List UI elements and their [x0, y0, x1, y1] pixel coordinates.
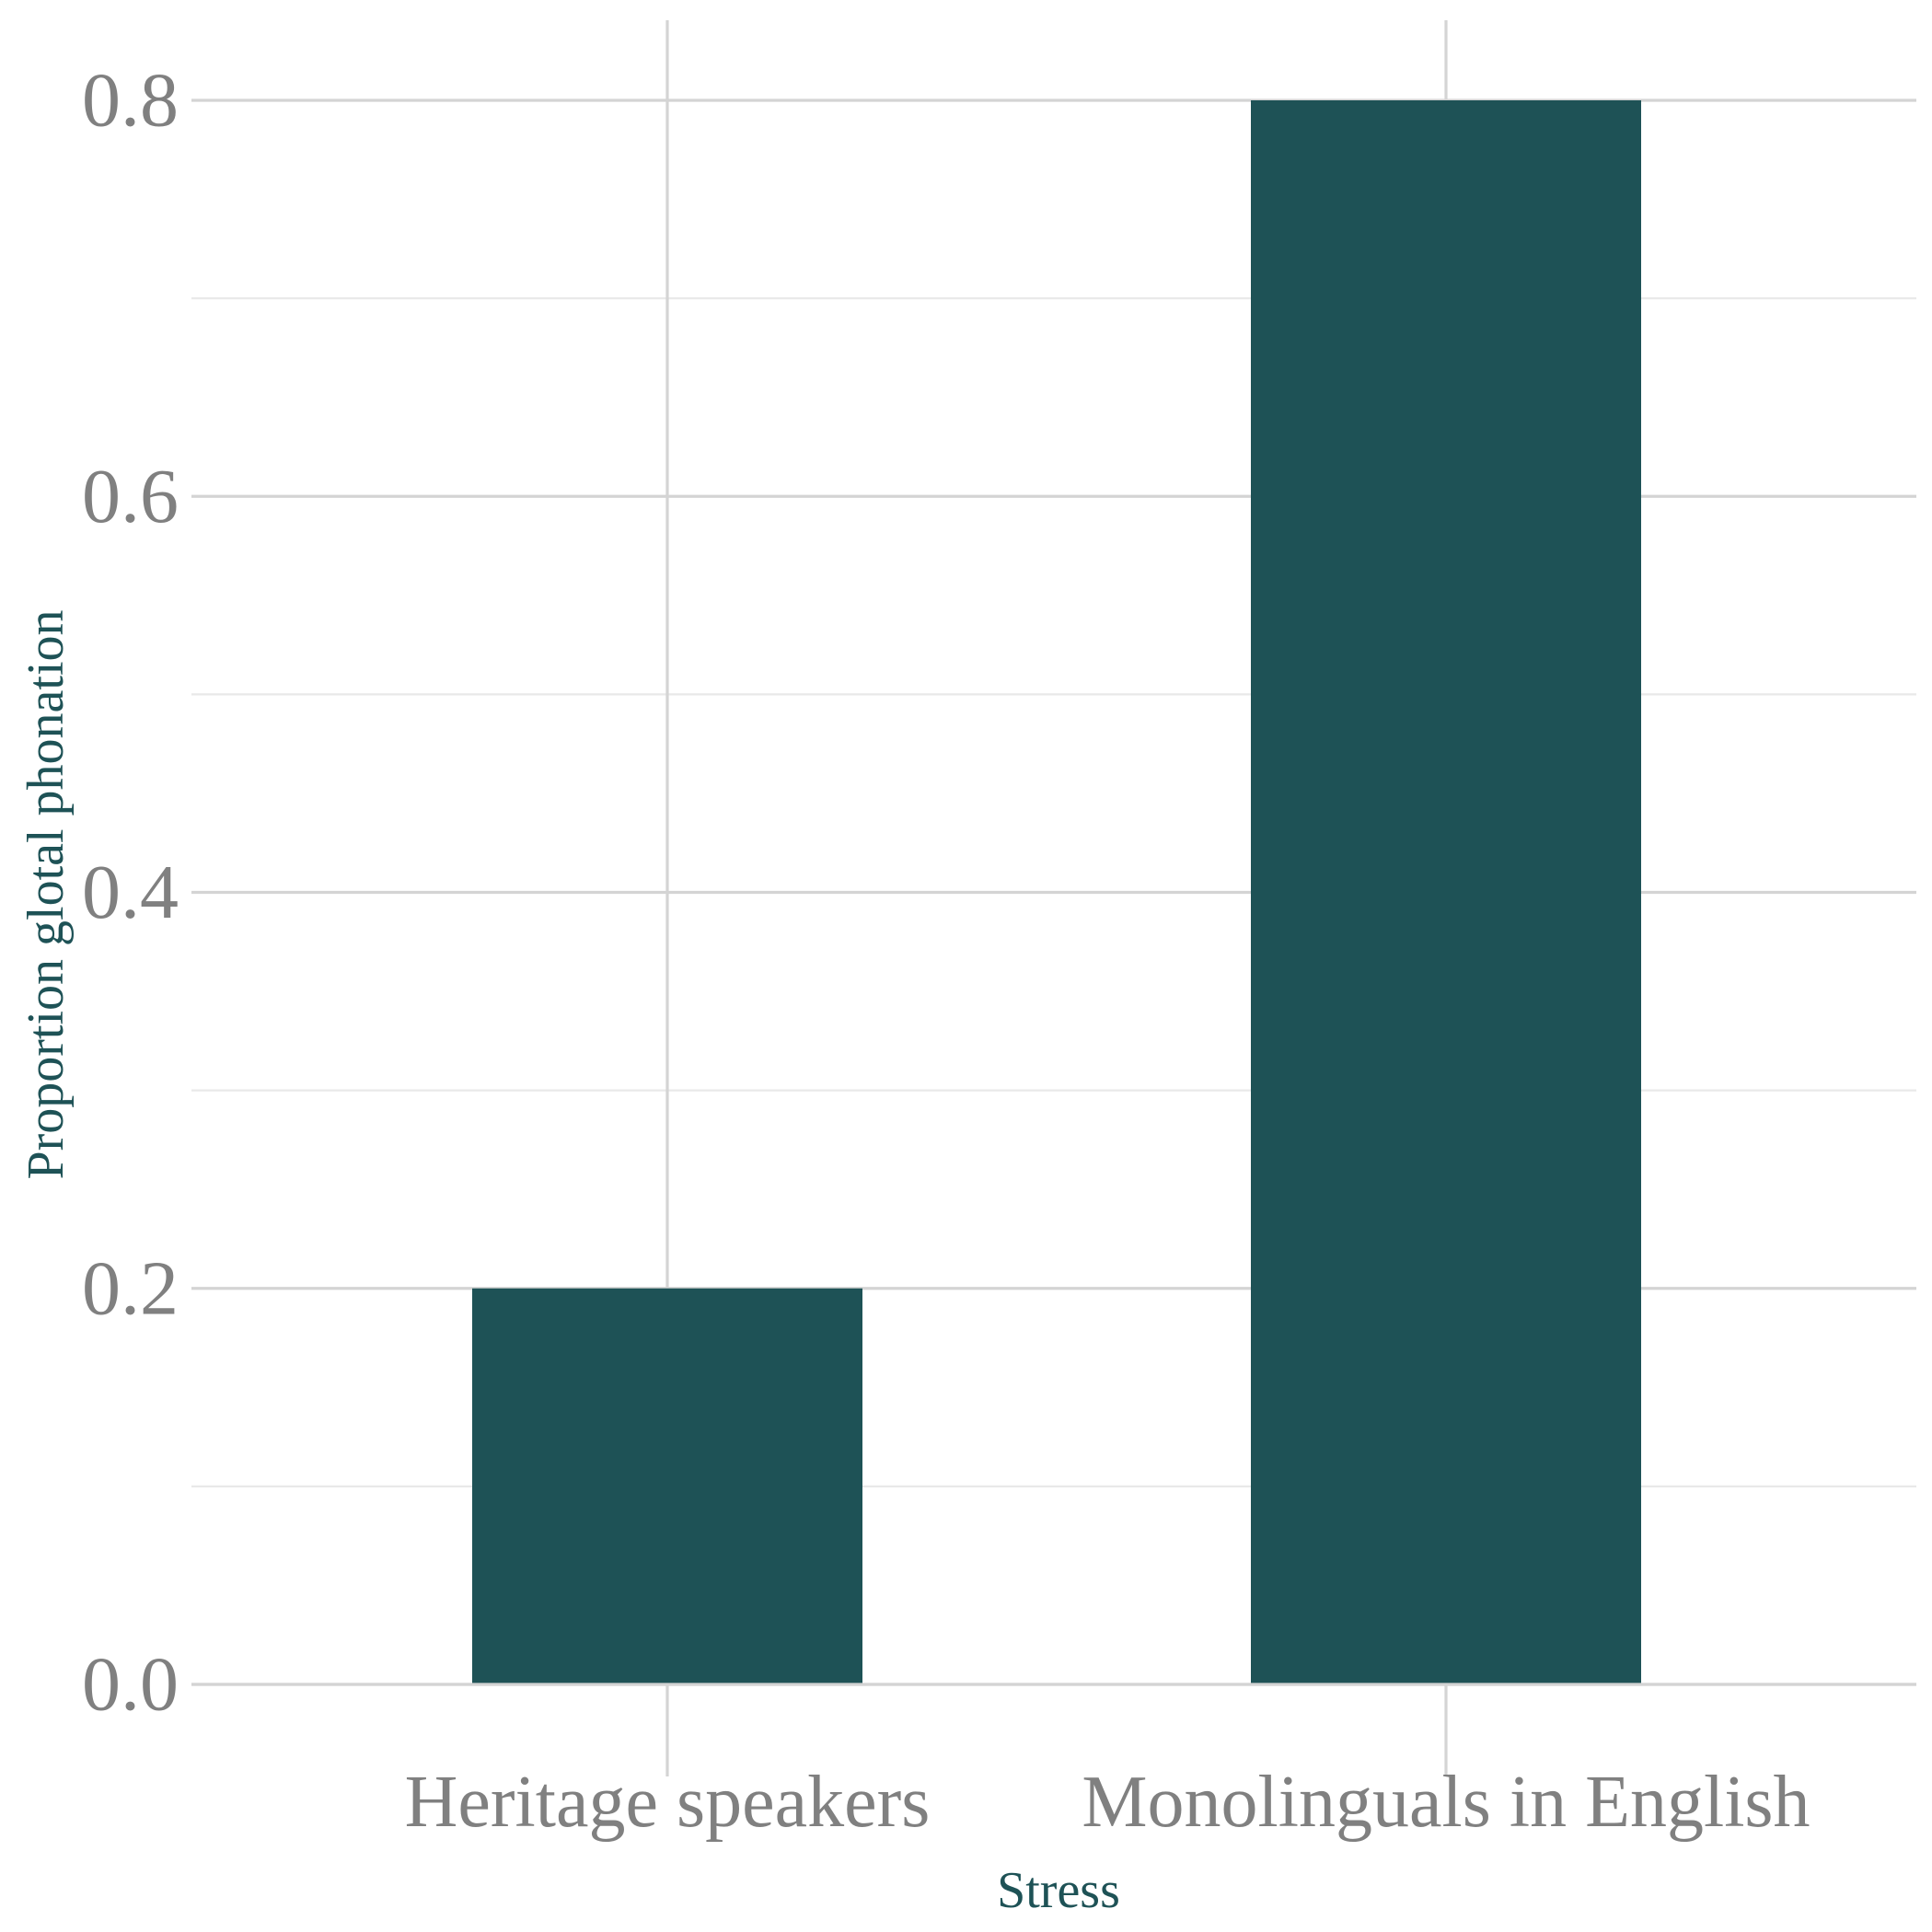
x-tick-label: Heritage speakers [405, 1762, 931, 1843]
bars [191, 100, 1916, 1686]
y-tick-label: 0.8 [82, 58, 179, 144]
y-axis-title: Proportion glotal phonation [17, 609, 75, 1179]
major-gridlines [191, 20, 1916, 1776]
bar-monolinguals-in-english [1251, 100, 1641, 1684]
y-tick-label: 0.4 [82, 850, 179, 935]
x-tick-label: Monolinguals in English [1082, 1762, 1810, 1843]
y-tick-label: 0.6 [82, 454, 179, 539]
y-tick-label: 0.0 [82, 1642, 179, 1728]
bar-heritage-speakers [472, 1288, 862, 1684]
x-tick-labels: Heritage speakers Monolinguals in English [405, 1762, 1811, 1843]
x-axis-title: Stress [997, 1862, 1120, 1919]
y-tick-labels: 0.0 0.2 0.4 0.6 0.8 [82, 58, 179, 1728]
y-tick-label: 0.2 [82, 1245, 179, 1331]
